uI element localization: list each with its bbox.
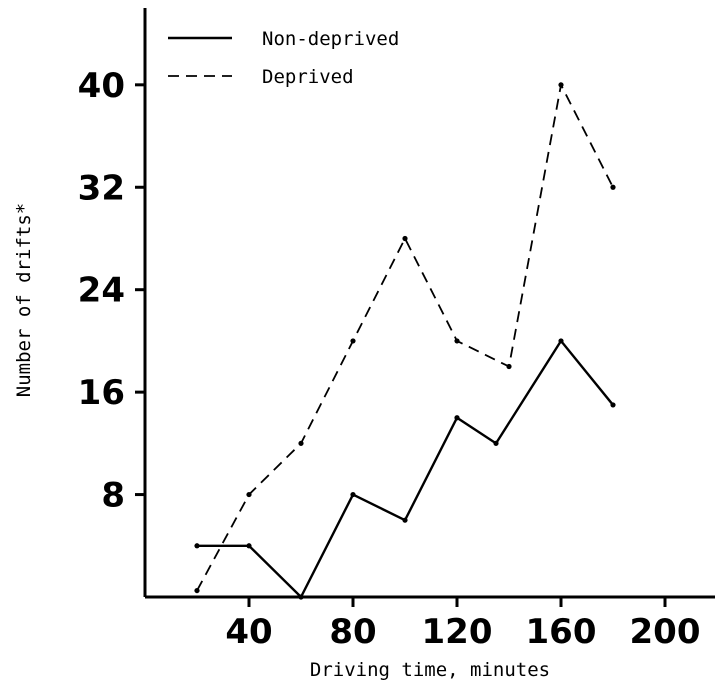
x-tick-label: 40 <box>225 612 272 652</box>
data-point <box>246 543 252 549</box>
data-point <box>558 338 564 344</box>
data-point <box>506 363 512 370</box>
y-tick-label: 40 <box>78 66 125 106</box>
data-point <box>610 402 616 408</box>
y-tick-label: 16 <box>78 373 125 413</box>
axes: 40 80 120 160 200 8 16 24 32 40 <box>78 8 715 652</box>
series-group <box>194 82 616 600</box>
series-line-non-deprived <box>197 338 614 600</box>
data-point <box>402 517 408 523</box>
x-tick-label: 120 <box>422 612 493 652</box>
y-tick-label: 24 <box>78 271 125 311</box>
data-point <box>454 338 460 344</box>
data-point <box>246 491 252 498</box>
legend-label-deprived: Deprived <box>262 66 354 88</box>
data-point <box>454 415 460 421</box>
legend-label-non-deprived: Non-deprived <box>262 28 399 50</box>
x-tick-label: 160 <box>526 612 597 652</box>
y-axis-title: Number of drifts* <box>13 203 35 397</box>
data-point <box>350 338 356 344</box>
data-point <box>493 440 499 446</box>
data-point <box>298 440 304 446</box>
x-axis-title: Driving time, minutes <box>310 659 550 681</box>
y-tick-label: 32 <box>78 168 125 208</box>
x-tick-label: 80 <box>329 612 376 652</box>
data-point <box>194 543 200 549</box>
data-point <box>298 594 304 600</box>
data-point <box>558 82 564 88</box>
data-point <box>194 587 200 594</box>
data-point <box>350 491 356 498</box>
x-tick-label: 200 <box>630 612 701 652</box>
legend: Non-deprived Deprived <box>168 28 399 88</box>
series-line-deprived <box>196 82 614 592</box>
data-point <box>402 235 408 242</box>
data-point <box>610 184 616 190</box>
y-tick-label: 8 <box>101 476 125 516</box>
